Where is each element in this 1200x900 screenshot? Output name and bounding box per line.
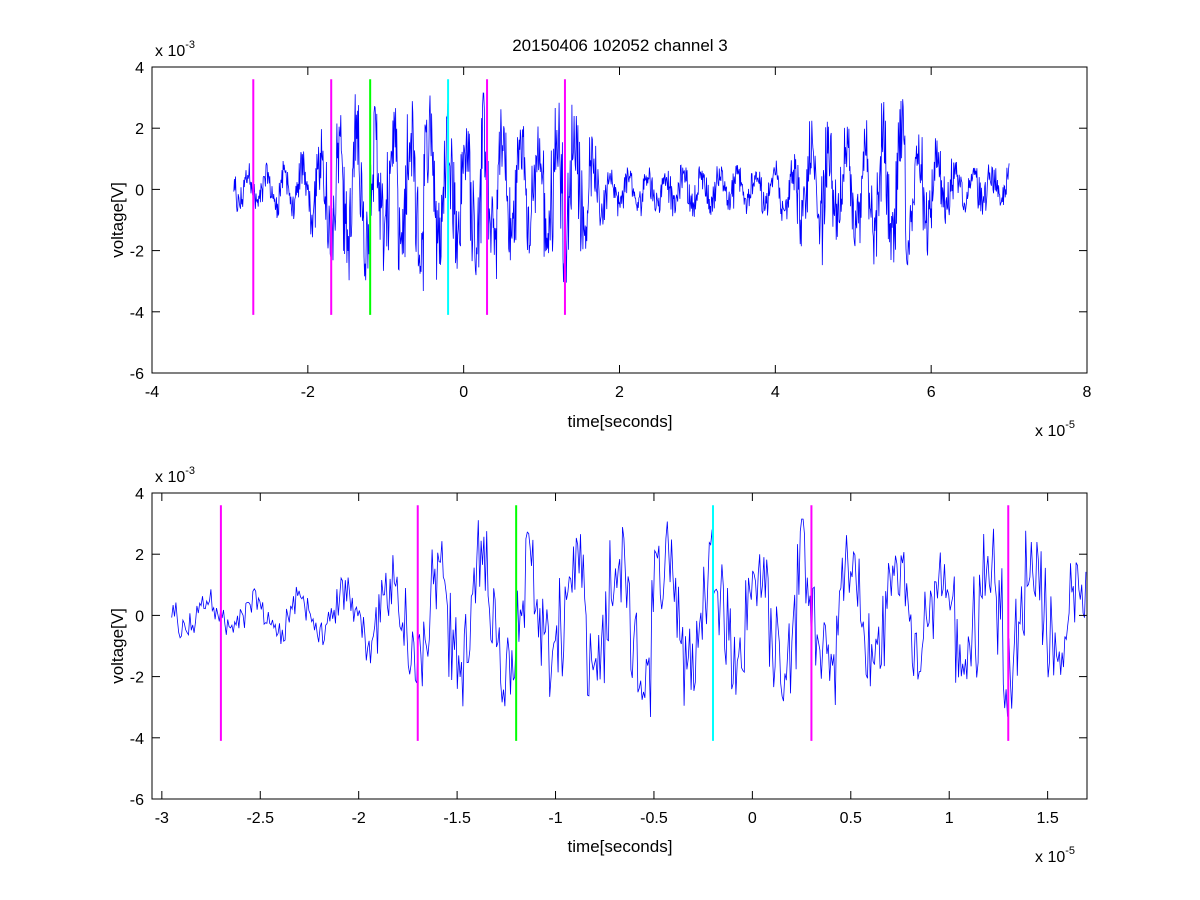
y-tick-label: -6 xyxy=(130,366,144,383)
top-x-exponent: x 10-5 xyxy=(1035,419,1075,440)
x-tick-label: 4 xyxy=(771,384,780,401)
y-tick-label: -4 xyxy=(130,731,144,748)
bottom-x-exponent: x 10-5 xyxy=(1035,845,1075,866)
plot-title: 20150406 102052 channel 3 xyxy=(512,36,728,55)
y-tick-label: 2 xyxy=(135,547,144,564)
top-y-ticks: -6 -4 -2 0 2 4 xyxy=(130,60,1087,383)
x-tick-label: -1 xyxy=(548,810,562,827)
y-tick-label: 0 xyxy=(135,182,144,199)
bottom-plot-frame xyxy=(151,492,1088,800)
y-tick-label: 2 xyxy=(135,121,144,138)
top-y-axis-label: voltage[V] xyxy=(108,182,127,258)
signal-line xyxy=(171,518,1087,718)
top-signal-trace xyxy=(233,92,1010,292)
bottom-x-ticks: -3 -2.5 -2 -1.5 -1 -0.5 0 0.5 1 1.5 xyxy=(155,493,1059,827)
signal-line xyxy=(233,92,1010,292)
x-tick-label: -0.5 xyxy=(640,810,668,827)
x-tick-label: 8 xyxy=(1083,384,1092,401)
bottom-marker-lines xyxy=(219,505,1010,741)
x-tick-label: 6 xyxy=(927,384,936,401)
x-tick-label: -1.5 xyxy=(443,810,471,827)
x-tick-label: 1 xyxy=(945,810,954,827)
y-tick-label: -4 xyxy=(130,305,144,322)
y-tick-label: 4 xyxy=(135,486,144,503)
x-tick-label: 2 xyxy=(615,384,624,401)
y-tick-label: 0 xyxy=(135,608,144,625)
top-x-ticks: -4 -2 0 2 4 6 8 xyxy=(145,67,1092,401)
bottom-y-axis-label: voltage[V] xyxy=(108,608,127,684)
y-tick-label: -6 xyxy=(130,792,144,809)
x-tick-label: 0 xyxy=(459,384,468,401)
y-tick-label: 4 xyxy=(135,60,144,77)
bottom-y-ticks: -6 -4 -2 0 2 4 xyxy=(130,486,1087,809)
bottom-x-axis-label: time[seconds] xyxy=(568,837,673,856)
bottom-y-exponent: x 10-3 xyxy=(155,465,195,486)
top-marker-lines xyxy=(252,79,566,315)
x-tick-label: -2 xyxy=(352,810,366,827)
x-tick-label: -4 xyxy=(145,384,159,401)
x-tick-label: -2.5 xyxy=(246,810,274,827)
bottom-signal-trace xyxy=(171,518,1087,718)
x-tick-label: -2 xyxy=(301,384,315,401)
x-tick-label: 0 xyxy=(748,810,757,827)
y-tick-label: -2 xyxy=(130,244,144,261)
y-tick-label: -2 xyxy=(130,670,144,687)
top-x-axis-label: time[seconds] xyxy=(568,412,673,431)
top-plot: 20150406 102052 channel 3 -4 -2 0 2 4 6 8 -6-4… xyxy=(108,36,1092,440)
x-tick-label: -3 xyxy=(155,810,169,827)
top-plot-frame xyxy=(151,66,1088,374)
top-y-exponent: x 10-3 xyxy=(155,39,195,60)
bottom-plot: -3 -2.5 -2 -1.5 -1 -0.5 0 0.5 1 1.5 -6 -4 -2 0 2 4 tim… xyxy=(108,465,1088,866)
x-tick-label: 1.5 xyxy=(1037,810,1059,827)
x-tick-label: 0.5 xyxy=(840,810,862,827)
